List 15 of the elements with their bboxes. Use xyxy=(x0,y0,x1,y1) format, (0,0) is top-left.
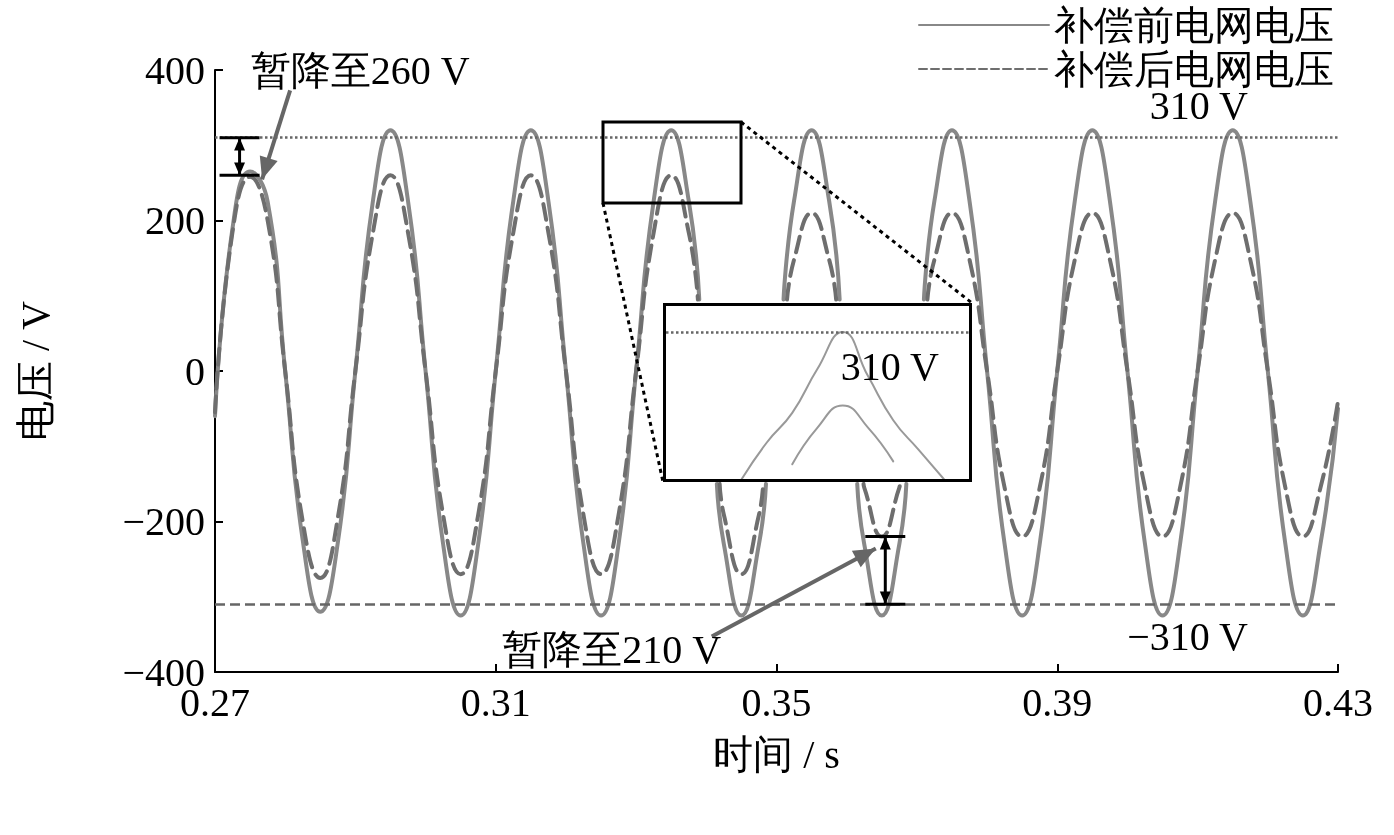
x-axis-title: 时间 / s xyxy=(713,731,840,777)
y-tick-label: 0 xyxy=(185,348,205,394)
ref-line-label: −310 V xyxy=(1127,613,1249,659)
x-tick-label: 0.35 xyxy=(741,679,812,725)
x-tick-label: 0.39 xyxy=(1022,679,1093,725)
annotation: 暂降至260 V xyxy=(250,46,470,95)
x-tick-label: 0.43 xyxy=(1303,679,1373,725)
y-axis-title: 电压 / V xyxy=(12,300,58,441)
legend-label: 补偿前电网电压 xyxy=(1054,2,1334,48)
annotation: 暂降至210 V xyxy=(502,625,722,674)
ref-line-label: 310 V xyxy=(840,343,940,389)
y-tick-label: 400 xyxy=(145,47,205,93)
y-tick-label: −200 xyxy=(122,499,205,544)
x-tick-label: 0.31 xyxy=(460,679,531,725)
y-tick-label: 200 xyxy=(145,198,205,243)
